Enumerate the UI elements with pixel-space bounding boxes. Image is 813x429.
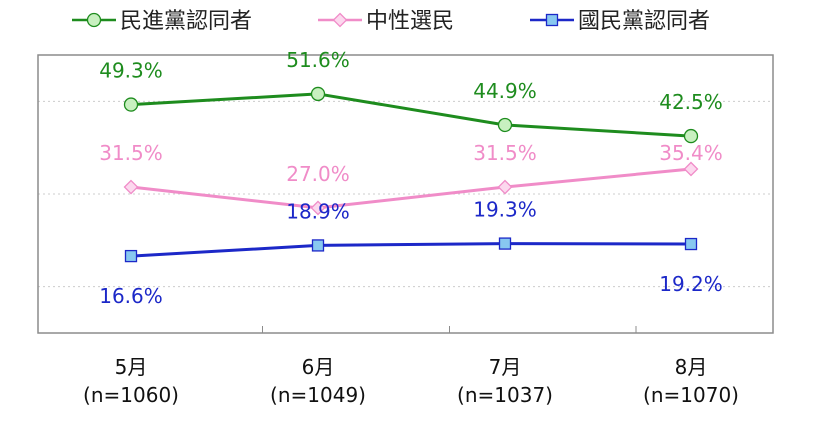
legend-marker-circle-icon (86, 12, 102, 28)
data-point (683, 161, 699, 177)
category-sublabel: (n=1037) (457, 383, 553, 407)
category-label: 6月 (302, 355, 335, 379)
category-labels: 5月 (n=1060) 6月 (n=1049) 7月 (n=1037) 8月 (n=1070) (83, 355, 739, 407)
data-labels: 49.3% 51.6% 44.9% 42.5% 31.5% 27.0% 31.5% 35.4%… (99, 48, 723, 308)
data-point (123, 179, 139, 195)
plot-area-frame (37, 54, 774, 334)
category-label: 5月 (115, 355, 148, 379)
data-label: 35.4% (659, 141, 723, 165)
data-label: 31.5% (99, 141, 163, 165)
category-sublabel: (n=1070) (643, 383, 739, 407)
category-label: 7月 (489, 355, 522, 379)
category-sublabel: (n=1060) (83, 383, 179, 407)
legend: 民進黨認同者 中性選民 國民黨認同者 (72, 9, 710, 34)
data-label: 19.2% (659, 272, 723, 296)
x-axis-ticks (262, 326, 637, 333)
data-point (497, 179, 513, 195)
series-lines (130, 92, 692, 258)
data-point (311, 239, 325, 252)
series-line-3 (130, 242, 692, 258)
data-label: 51.6% (286, 48, 350, 72)
legend-label: 中性選民 (366, 9, 454, 34)
data-label: 42.5% (659, 90, 723, 114)
data-label: 19.3% (473, 198, 537, 222)
data-point (123, 97, 139, 112)
data-label: 18.9% (286, 199, 350, 223)
legend-entry: 中性選民 (318, 9, 454, 34)
data-label: 27.0% (286, 162, 350, 186)
legend-entry: 民進黨認同者 (72, 9, 252, 34)
data-label: 44.9% (473, 79, 537, 103)
data-point (684, 237, 698, 251)
data-point (310, 86, 326, 102)
legend-marker-diamond-icon (332, 12, 348, 28)
data-point (683, 128, 699, 144)
legend-label: 國民黨認同者 (578, 9, 710, 34)
data-point (124, 249, 138, 263)
legend-label: 民進黨認同者 (120, 9, 252, 34)
series-line-2 (130, 167, 692, 210)
data-label: 49.3% (99, 59, 163, 83)
gridlines (38, 100, 773, 288)
category-sublabel: (n=1049) (270, 383, 366, 407)
series-markers (123, 86, 699, 263)
data-point (310, 200, 326, 216)
legend-marker-square-icon (545, 13, 559, 27)
data-label: 16.6% (99, 284, 163, 308)
data-point (498, 237, 512, 250)
data-point (497, 117, 513, 133)
series-line-1 (130, 92, 692, 138)
category-label: 8月 (675, 355, 708, 379)
legend-entry: 國民黨認同者 (530, 9, 710, 34)
data-label: 31.5% (473, 141, 537, 165)
